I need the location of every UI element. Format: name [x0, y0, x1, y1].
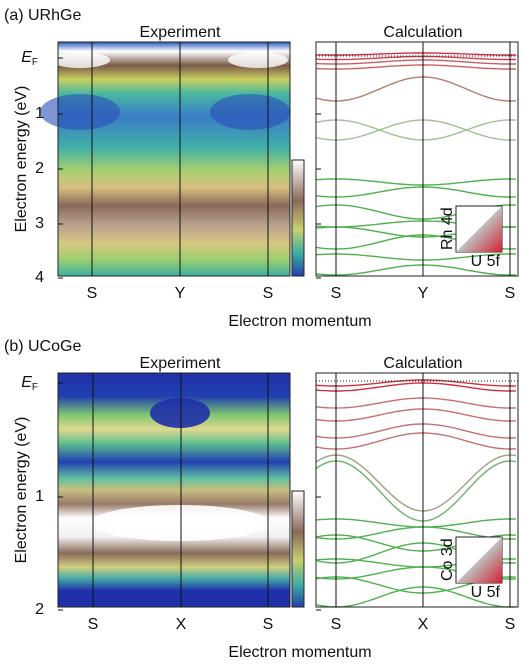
x-tick-label: S: [331, 616, 342, 633]
band: [315, 526, 517, 540]
band: [315, 586, 517, 608]
experiment-title: Experiment: [140, 355, 221, 372]
legend-triangle: [456, 206, 502, 252]
band: [315, 64, 516, 70]
intensity-blob: [50, 52, 110, 68]
y-tick-label: 1: [35, 105, 44, 122]
x-tick-label: X: [176, 616, 187, 633]
band: [315, 119, 517, 141]
map-frame: [57, 41, 291, 277]
x-tick-label: S: [331, 285, 342, 302]
y-axis-label: Electron energy (eV): [13, 417, 30, 564]
intensity-blob: [210, 94, 290, 130]
calc-frame: [315, 41, 519, 277]
calculation-title: Calculation: [383, 24, 462, 41]
band: [315, 423, 517, 439]
y-axis-label: Electron energy (eV): [13, 86, 30, 233]
band: [315, 59, 516, 65]
y-tick-label: 3: [35, 215, 44, 232]
band: [315, 397, 517, 409]
calc-frame: [315, 372, 519, 608]
x-tick-label: S: [88, 616, 99, 633]
band: [315, 379, 517, 387]
band: [315, 55, 516, 61]
band: [315, 186, 517, 198]
x-tick-label: Y: [418, 285, 429, 302]
colorbar: [291, 490, 305, 608]
panel-label: (a) URhGe: [4, 7, 81, 24]
y-tick-label: 1: [35, 488, 44, 505]
fermi-sub: F: [32, 382, 38, 393]
fermi-main: E: [21, 374, 32, 391]
band: [315, 253, 517, 261]
band: [316, 52, 516, 56]
legend-top: Rh 4d: [439, 207, 456, 250]
intensity-blob: [40, 94, 120, 130]
x-tick-label: S: [263, 616, 274, 633]
fermi-sub: F: [32, 57, 38, 68]
legend-triangle: [456, 537, 502, 583]
x-axis-label: Electron momentum: [228, 313, 371, 330]
intensity-blob: [90, 505, 270, 541]
band: [315, 408, 517, 422]
x-tick-label: S: [505, 616, 516, 633]
band: [315, 178, 517, 186]
legend-bottom: U 5f: [471, 584, 501, 601]
colorbar: [291, 159, 305, 277]
y-tick-label: 4: [35, 269, 44, 286]
map-frame: [57, 372, 291, 608]
band: [315, 460, 517, 522]
experiment-title: Experiment: [140, 24, 221, 41]
legend-top: Co 3d: [439, 538, 456, 581]
fermi-main: E: [21, 49, 32, 66]
x-tick-label: X: [418, 616, 429, 633]
x-tick-label: S: [87, 285, 98, 302]
x-tick-label: Y: [175, 285, 186, 302]
x-axis-label: Electron momentum: [228, 644, 371, 661]
x-tick-label: S: [505, 285, 516, 302]
intensity-blob: [150, 398, 210, 428]
band: [315, 382, 517, 392]
fermi-label: EF: [21, 374, 38, 392]
panel-label: (b) UCoGe: [4, 338, 81, 355]
band: [315, 264, 517, 276]
x-tick-label: S: [263, 285, 274, 302]
calculation-title: Calculation: [383, 355, 462, 372]
band: [315, 432, 517, 450]
legend-bottom: U 5f: [471, 253, 501, 270]
band: [315, 119, 517, 141]
y-tick-label: 2: [35, 160, 44, 177]
fermi-label: EF: [21, 49, 38, 67]
intensity-blob: [228, 52, 288, 68]
band: [315, 454, 517, 512]
y-tick-label: 2: [35, 601, 44, 618]
band: [315, 76, 517, 102]
intensity-map: [58, 42, 290, 276]
